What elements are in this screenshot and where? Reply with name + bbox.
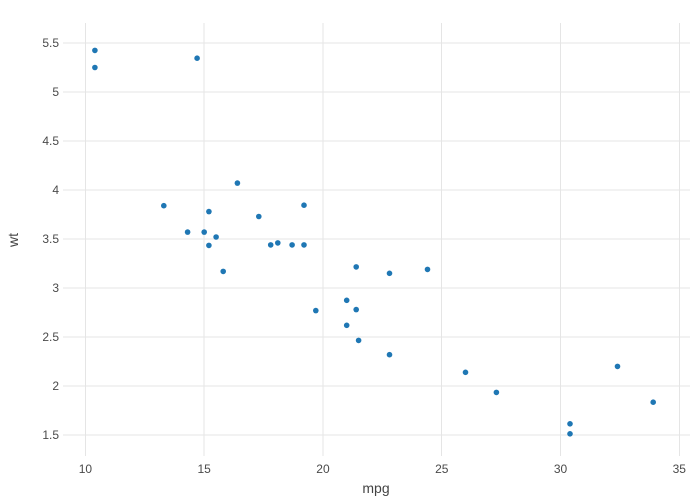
y-tick-label: 3: [52, 281, 59, 295]
y-tick-label: 4: [52, 183, 59, 197]
data-point[interactable]: [493, 389, 500, 396]
data-point[interactable]: [206, 242, 212, 249]
data-point[interactable]: [220, 268, 226, 275]
y-tick-label: 4.5: [42, 134, 59, 148]
y-tick-label: 5.5: [42, 36, 59, 50]
x-tick-label: 25: [435, 462, 449, 476]
data-point[interactable]: [343, 322, 350, 329]
points-layer: [92, 47, 656, 437]
x-tick-label: 10: [79, 462, 93, 476]
data-point[interactable]: [353, 264, 360, 270]
data-point[interactable]: [650, 399, 656, 406]
data-point[interactable]: [194, 55, 200, 61]
data-point[interactable]: [614, 363, 621, 370]
data-point[interactable]: [353, 306, 360, 313]
data-point[interactable]: [386, 351, 393, 358]
data-point[interactable]: [213, 234, 219, 240]
data-point[interactable]: [355, 337, 362, 344]
data-point[interactable]: [255, 213, 262, 220]
data-point[interactable]: [567, 431, 573, 437]
x-tick-label: 35: [673, 462, 687, 476]
data-point[interactable]: [424, 266, 431, 273]
y-tick-label: 5: [52, 85, 59, 99]
data-point[interactable]: [386, 270, 393, 277]
data-point[interactable]: [462, 369, 469, 376]
x-tick-label: 15: [198, 462, 212, 476]
data-point[interactable]: [343, 297, 350, 304]
x-tick-label: 30: [554, 462, 568, 476]
data-point[interactable]: [275, 240, 281, 246]
data-point[interactable]: [234, 180, 241, 186]
data-point[interactable]: [161, 202, 167, 209]
x-axis-title: mpg: [362, 480, 389, 496]
data-point[interactable]: [313, 307, 319, 314]
y-tick-label: 1.5: [42, 428, 59, 442]
y-tick-label: 2.5: [42, 330, 59, 344]
data-point[interactable]: [184, 229, 191, 235]
data-point[interactable]: [206, 208, 212, 215]
data-point[interactable]: [201, 229, 207, 235]
data-point[interactable]: [301, 242, 307, 248]
tick-labels: 10 15 20 25 30 35 1.5 2 2.5 3 3.5 4 4.5 5 5.5: [42, 36, 686, 476]
x-tick-label: 20: [316, 462, 330, 476]
y-axis-title: wt: [5, 233, 21, 248]
data-point[interactable]: [267, 242, 274, 248]
data-point[interactable]: [92, 47, 98, 54]
data-point[interactable]: [301, 202, 307, 208]
grid-layer: [63, 23, 690, 456]
data-point[interactable]: [92, 64, 98, 71]
y-tick-label: 3.5: [42, 232, 59, 246]
data-point[interactable]: [289, 242, 295, 248]
data-point[interactable]: [567, 421, 573, 427]
y-tick-label: 2: [52, 379, 59, 393]
